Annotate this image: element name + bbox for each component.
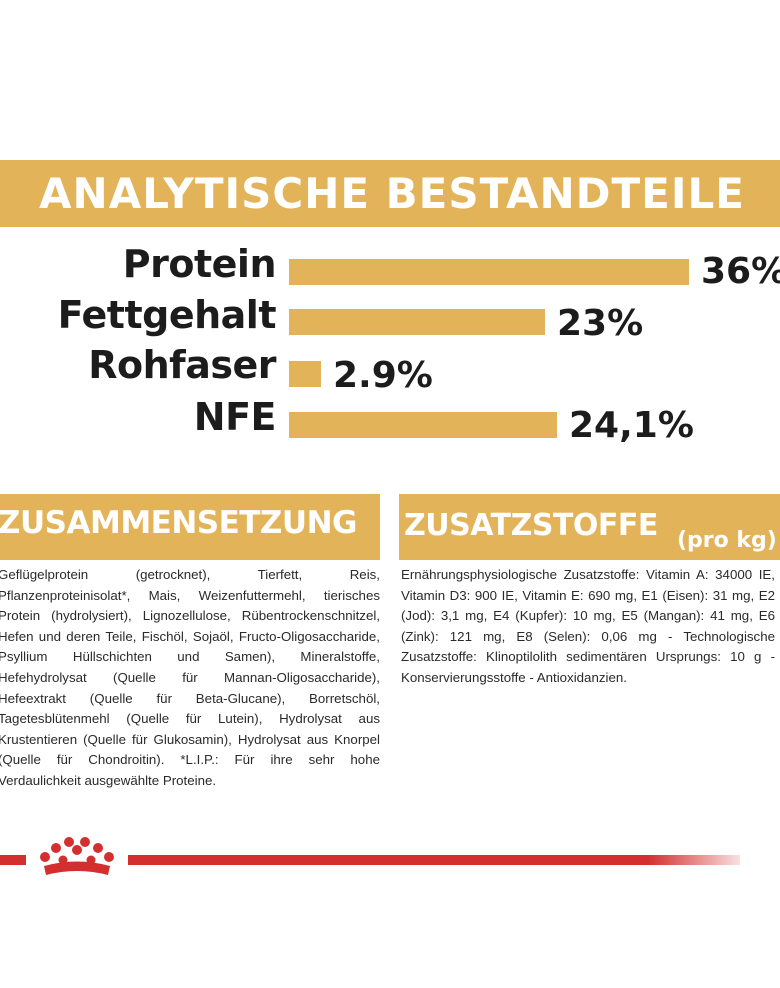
nutrient-value-nfe: 24,1% — [569, 405, 694, 446]
composition-text: Geflügelprotein (getrocknet), Tierfett, … — [0, 567, 380, 788]
additives-header — [399, 494, 780, 560]
analysis-title: ANALYTISCHE BESTANDTEILE — [39, 169, 745, 218]
footer-line-left — [0, 855, 26, 865]
nutrient-bar-fettgehalt — [289, 309, 545, 335]
nutrient-value-rohfaser: 2.9% — [333, 355, 433, 396]
composition-title: ZUSAMMENSETZUNG — [0, 505, 357, 541]
additives-text: Ernährungsphysiologische Zusatzstoffe: V… — [401, 567, 775, 685]
nutrient-label-rohfaser: Rohfaser — [88, 343, 276, 387]
nutrient-label-nfe: NFE — [193, 395, 277, 439]
royal-canin-crown-icon — [40, 837, 114, 875]
nutrient-label-protein: Protein — [122, 242, 277, 286]
nutrient-bar-nfe — [289, 412, 557, 438]
analysis-banner — [0, 160, 780, 227]
nutrient-value-fettgehalt: 23% — [557, 303, 644, 344]
nutrient-label-fettgehalt: Fettgehalt — [57, 293, 277, 337]
nutrient-value-protein: 36% — [701, 251, 780, 292]
composition-header — [0, 494, 380, 560]
additives-title: ZUSATZSTOFFE — [404, 508, 658, 543]
additives-unit: (pro kg) — [677, 528, 777, 553]
nutrient-bar-protein — [289, 259, 689, 285]
footer-line-right — [128, 855, 740, 865]
nutrient-bar-rohfaser — [289, 361, 321, 387]
